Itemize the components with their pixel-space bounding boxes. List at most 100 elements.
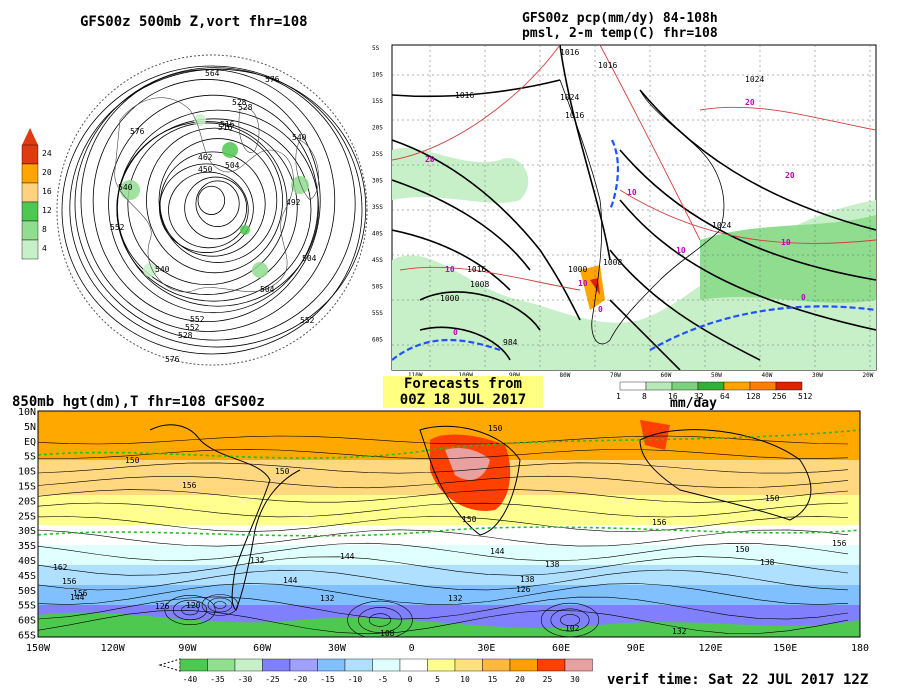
temp-swatch	[317, 658, 346, 672]
height-contour	[38, 449, 849, 459]
vorticity-blob	[120, 180, 140, 200]
temp-label: 10	[445, 265, 455, 274]
height-contour	[38, 556, 849, 576]
height-label: 156	[832, 539, 847, 548]
lat-tick: 40S	[18, 556, 36, 567]
low-contour	[368, 613, 392, 627]
temp-swatch	[537, 658, 566, 672]
height-contour	[61, 65, 363, 355]
temp-swatch	[399, 658, 428, 672]
temp-swatch	[564, 658, 593, 672]
panel-precip-title-2: pmsl, 2-m temp(C) fhr=108	[522, 26, 718, 41]
height-label: 108	[380, 629, 395, 638]
temp-swatch	[207, 658, 236, 672]
panel-500mb-title: GFS00z 500mb Z,vort fhr=108	[80, 14, 308, 30]
lon-tick: 120E	[698, 643, 722, 654]
lon-tick: 150E	[773, 643, 797, 654]
temp-tick: 10	[460, 675, 470, 684]
lon-tick: 60W	[661, 372, 672, 379]
lat-tick: 35S	[372, 204, 383, 211]
height-contour	[127, 122, 288, 286]
height-label: 132	[320, 594, 335, 603]
temp-tick: -20	[293, 675, 308, 684]
height-contour	[108, 94, 319, 314]
height-contour	[158, 138, 278, 263]
temp-label: 20	[745, 98, 755, 107]
contour-label: 504	[302, 254, 317, 263]
height-contour	[38, 529, 849, 547]
precip-swatch	[619, 381, 647, 391]
contour-label: 552	[110, 223, 125, 232]
temp-swatch	[179, 658, 208, 672]
height-contour	[38, 542, 849, 562]
isobar-label: 1024	[560, 93, 579, 102]
temp-swatch	[234, 658, 263, 672]
isobar-label: 1000	[440, 294, 459, 303]
lat-tick: 10N	[18, 407, 36, 418]
height-label: 144	[283, 576, 298, 585]
lat-tick: 60S	[18, 616, 36, 627]
height-label: 150	[125, 456, 140, 465]
forecast-box: Forecasts from 00Z 18 JUL 2017	[383, 376, 543, 408]
forecast-line-1: Forecasts from	[403, 376, 522, 392]
temp-tick: 15	[488, 675, 498, 684]
contour-label: 504	[225, 161, 240, 170]
height-label: 156	[62, 577, 77, 586]
vorticity-blob	[252, 262, 268, 278]
lon-tick: 90E	[627, 643, 645, 654]
contour-label: 576	[265, 75, 280, 84]
height-label: 156	[652, 518, 667, 527]
height-contour	[197, 185, 226, 215]
height-contour	[38, 435, 849, 445]
low-contour	[207, 597, 233, 613]
contour-label: 504	[260, 285, 275, 294]
lat-tick: 5N	[24, 422, 36, 433]
isobar-label: 1000	[568, 265, 587, 274]
precip-scale-unit: mm/day	[670, 396, 717, 411]
precip-color-scale: 1 8 16 32 64 128 256 512	[616, 381, 813, 401]
isobar-label: 1024	[745, 75, 764, 84]
lat-tick: 55S	[372, 310, 383, 317]
precip-swatch	[697, 381, 725, 391]
height-label: 102	[565, 624, 580, 633]
scale-tick: 20	[42, 168, 52, 177]
height-contour	[80, 69, 336, 332]
lon-tick: 80W	[560, 372, 571, 379]
lat-tick: 30S	[18, 526, 36, 537]
isobar-label: 1016	[565, 111, 584, 120]
forecast-line-2: 00Z 18 JUL 2017	[399, 392, 527, 408]
lat-tick: 20S	[372, 125, 383, 132]
height-label: 162	[53, 563, 68, 572]
height-contour	[159, 151, 266, 257]
scale-swatch	[21, 239, 39, 260]
temperature-shading	[38, 420, 860, 637]
isobar-label: 1016	[560, 48, 579, 57]
contour-label: 552	[300, 316, 315, 325]
height-contour	[38, 516, 849, 532]
height-label: 144	[340, 552, 355, 561]
lon-tick: 0	[409, 643, 415, 654]
height-contour	[38, 489, 849, 503]
temp-tick: -30	[238, 675, 253, 684]
height-label: 150	[462, 515, 477, 524]
isobar-label: 1016	[598, 61, 617, 70]
precip-tick: 64	[720, 392, 730, 401]
scale-tick: 24	[42, 149, 52, 158]
zero-isotherm	[392, 139, 876, 361]
lat-tick: 25S	[18, 511, 36, 522]
height-label: 156	[182, 481, 197, 490]
lon-tick: 30W	[328, 643, 347, 654]
contour-label: 528	[178, 331, 193, 340]
lon-tick: 100W	[459, 372, 474, 379]
temp-tick: -5	[378, 675, 388, 684]
temp-tick: -40	[183, 675, 198, 684]
lon-tick: 20W	[863, 372, 874, 379]
isobar-label: 1008	[603, 258, 622, 267]
temp-tick: 20	[515, 675, 525, 684]
temp-label: 10	[781, 238, 791, 247]
height-label: 138	[760, 558, 775, 567]
temp-tick: 30	[570, 675, 580, 684]
height-contour	[38, 462, 849, 474]
panel-precip-title-1: GFS00z pcp(mm/dy) 84-108h	[522, 11, 718, 26]
polar-contours	[61, 65, 367, 355]
